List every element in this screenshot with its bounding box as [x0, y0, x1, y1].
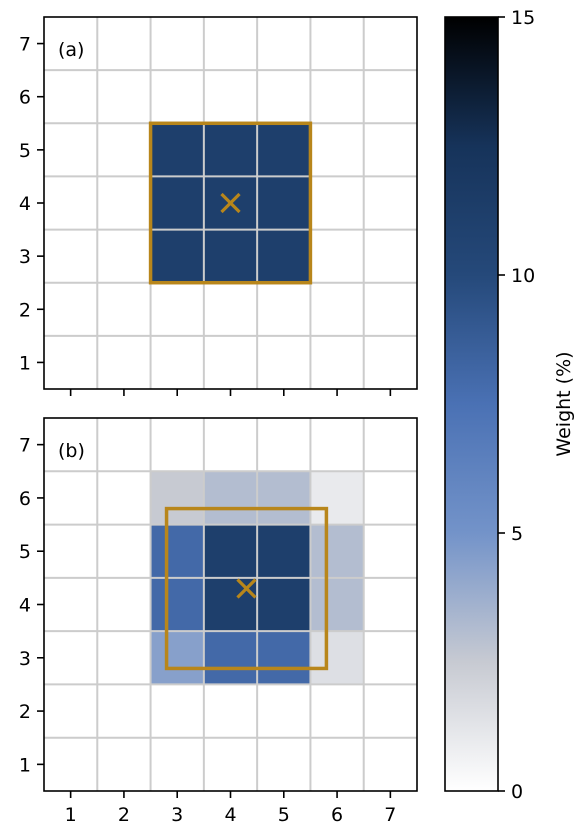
y-tick-label: 1 — [19, 754, 31, 776]
heatmap-cell — [257, 471, 311, 525]
panel-b-label: (b) — [58, 440, 85, 462]
marker-stroke — [236, 578, 257, 599]
y-tick-label: 6 — [19, 488, 31, 510]
x-tick-label: 6 — [331, 804, 343, 826]
heatmap-cell — [310, 577, 364, 632]
colorbar-frame — [444, 16, 499, 792]
panel-a-kernel-box — [148, 121, 313, 285]
y-tick-label: 2 — [19, 299, 31, 321]
heatmap-cell — [150, 471, 204, 525]
heatmap-cell — [203, 631, 258, 685]
heatmap-cell — [310, 471, 364, 525]
panel-a-label: (a) — [58, 39, 84, 61]
heatmap-cell — [203, 123, 258, 177]
y-tick-label: 7 — [19, 435, 31, 457]
heatmap-cell — [150, 176, 204, 230]
panel-a: 1 2 3 4 5 6 7 (a) — [19, 16, 418, 396]
panel-a-center-marker — [220, 192, 241, 214]
y-tick-label: 4 — [19, 193, 31, 215]
heatmap-cell — [150, 631, 204, 685]
x-tick-label: 7 — [384, 804, 396, 826]
colorbar-ticks: 0 5 10 15 — [498, 7, 535, 803]
heatmap-cell — [257, 524, 311, 578]
panel-b-cells — [150, 471, 364, 685]
panel-a-ticks: 1 2 3 4 5 6 7 — [19, 34, 392, 396]
panel-b-gridlines — [44, 418, 417, 791]
x-tick-label: 4 — [224, 804, 236, 826]
heatmap-cell — [150, 577, 204, 632]
x-tick-label: 1 — [65, 804, 77, 826]
heatmap-cell — [203, 524, 258, 578]
y-tick-label: 1 — [19, 352, 31, 374]
x-tick-label: 3 — [171, 804, 183, 826]
colorbar: 0 5 10 15 Weight (%) — [444, 7, 575, 803]
panel-b-kernel-box — [164, 506, 329, 671]
heatmap-cell — [203, 471, 258, 525]
colorbar-tick-label: 10 — [511, 265, 535, 287]
panel-b-center-marker — [236, 578, 257, 599]
panel-b-ticks: 1 2 3 4 5 6 7 1 2 3 4 5 6 7 — [19, 435, 396, 826]
y-tick-label: 7 — [19, 34, 31, 56]
heatmap-cell — [150, 524, 204, 578]
heatmap-cell — [257, 577, 311, 632]
y-tick-label: 5 — [19, 140, 31, 162]
colorbar-tick-label: 0 — [511, 781, 523, 803]
y-tick-label: 6 — [19, 87, 31, 109]
heatmap-cell — [203, 229, 258, 283]
y-tick-label: 5 — [19, 541, 31, 563]
colorbar-label: Weight (%) — [553, 351, 575, 456]
y-tick-label: 3 — [19, 246, 31, 268]
heatmap-cell — [257, 631, 311, 685]
panel-a-gridlines — [44, 17, 417, 389]
y-tick-label: 4 — [19, 595, 31, 617]
y-tick-label: 3 — [19, 648, 31, 670]
heatmap-cell — [150, 123, 204, 177]
y-tick-label: 2 — [19, 701, 31, 723]
heatmap-cell — [310, 631, 364, 685]
heatmap-cell — [150, 229, 204, 283]
colorbar-tick-label: 5 — [511, 523, 523, 545]
colorbar-gradient — [445, 17, 498, 791]
marker-stroke — [220, 192, 241, 214]
heatmap-cell — [257, 176, 311, 230]
heatmap-cell — [257, 123, 311, 177]
panel-b: 1 2 3 4 5 6 7 1 2 3 4 5 6 7 (b) — [19, 417, 418, 826]
x-tick-label: 5 — [278, 804, 290, 826]
heatmap-cell — [310, 524, 364, 578]
heatmap-cell — [257, 229, 311, 283]
x-tick-label: 2 — [118, 804, 130, 826]
colorbar-tick-label: 15 — [511, 7, 535, 29]
